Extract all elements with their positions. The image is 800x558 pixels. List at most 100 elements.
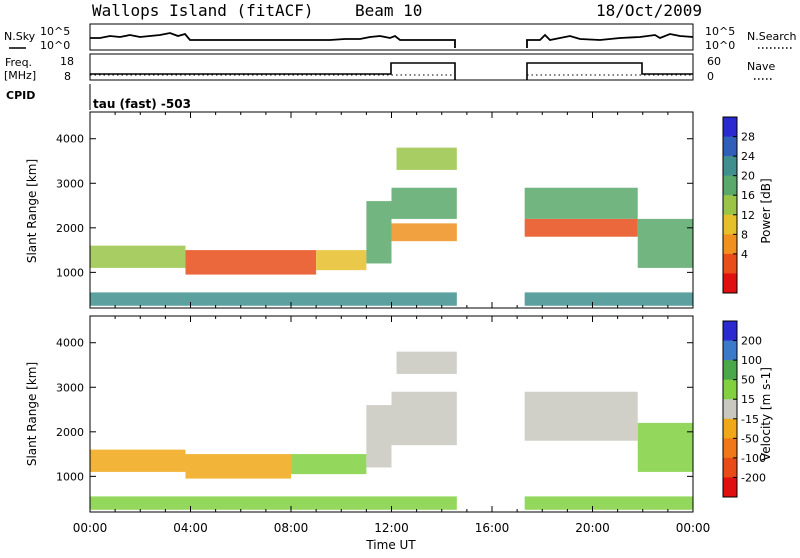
- velocity-region: [524, 496, 693, 510]
- colorbar-tick-label: 100: [741, 354, 762, 367]
- colorbar-tick-label: 24: [741, 150, 755, 163]
- date-title: 18/Oct/2009: [596, 1, 702, 20]
- nsky-trace: [90, 32, 456, 48]
- y-tick-label: 4000: [56, 133, 84, 146]
- power-colorbar-label: Power [dB]: [759, 178, 773, 243]
- colorbar-swatch: [723, 360, 737, 381]
- colorbar-swatch: [723, 273, 737, 294]
- velocity-region: [391, 391, 457, 446]
- x-tick-label: 12:00: [374, 521, 409, 535]
- nsky-label: N.Sky: [4, 30, 36, 43]
- noise-right-tick-low: 10^0: [705, 39, 735, 52]
- velocity-region: [637, 422, 693, 472]
- velocity-colorbar-label: Velocity [m s-1]: [759, 367, 773, 461]
- time-xlabel: Time UT: [365, 538, 416, 552]
- colorbar-swatch: [723, 340, 737, 361]
- y-tick-label: 3000: [56, 177, 84, 190]
- power-region: [524, 187, 638, 219]
- colorbar-swatch: [723, 457, 737, 478]
- freq-trace-late: [526, 62, 693, 80]
- colorbar-frame: [722, 320, 738, 498]
- colorbar-tick-label: -100: [741, 452, 766, 465]
- velocity-colorbar: 200 100 50 15 -15 -50 -100 -200: [722, 320, 766, 498]
- noise-right-tick-high: 10^5: [705, 25, 735, 38]
- power-region: [391, 187, 457, 219]
- freq-left-tick-high: 18: [60, 55, 74, 68]
- noise-left-tick-high: 10^5: [40, 25, 70, 38]
- colorbar-tick-label: 8: [741, 228, 748, 241]
- x-tick-label: 20:00: [575, 521, 610, 535]
- colorbar-swatch: [723, 438, 737, 459]
- power-region: [316, 250, 367, 271]
- colorbar-swatch: [723, 399, 737, 420]
- power-region: [90, 292, 457, 306]
- power-region: [396, 147, 457, 170]
- power-region: [524, 292, 693, 306]
- colorbar-tick-label: 15: [741, 393, 755, 406]
- velocity-x-ticks: 00:00 04:00 08:00 12:00 16:00 20:00 00:00: [73, 316, 711, 535]
- beam-title: Beam 10: [355, 1, 422, 20]
- noise-left-tick-low: 10^0: [40, 39, 70, 52]
- velocity-region: [524, 391, 638, 441]
- power-colorbar: 28 24 20 16 12 8 4: [722, 116, 755, 294]
- colorbar-swatch: [723, 253, 737, 274]
- colorbar-swatch: [723, 477, 737, 498]
- nave-label: Nave: [747, 60, 775, 73]
- colorbar-tick-label: 50: [741, 374, 755, 387]
- power-region: [90, 245, 186, 268]
- colorbar-tick-label: 12: [741, 209, 755, 222]
- colorbar-tick-label: 4: [741, 248, 748, 261]
- y-tick-label: 4000: [56, 337, 84, 350]
- y-tick-label: 3000: [56, 381, 84, 394]
- colorbar-tick-label: 16: [741, 189, 755, 202]
- cpid-label: CPID: [6, 89, 35, 102]
- velocity-region: [366, 405, 392, 468]
- nsearch-label: N.Search: [747, 30, 797, 43]
- freq-trace: [90, 62, 456, 80]
- colorbar-tick-label: 200: [741, 335, 762, 348]
- power-x-ticks: [89, 112, 694, 308]
- x-tick-label: 16:00: [475, 521, 510, 535]
- power-ylabel: Slant Range [km]: [25, 159, 39, 263]
- power-y-ticks: 4000 3000 2000 1000: [56, 133, 693, 279]
- power-data-regions: [90, 147, 693, 306]
- nsky-trace-late: [526, 33, 694, 48]
- y-tick-label: 2000: [56, 426, 84, 439]
- x-tick-label: 00:00: [73, 521, 108, 535]
- velocity-region: [291, 454, 367, 475]
- y-tick-label: 2000: [56, 222, 84, 235]
- colorbar-swatch: [723, 234, 737, 255]
- freq-unit-label: [MHz]: [4, 69, 36, 82]
- freq-right-tick-high: 60: [707, 55, 721, 68]
- colorbar-swatch: [723, 379, 737, 400]
- velocity-y-ticks: 4000 3000 2000 1000: [56, 337, 693, 483]
- colorbar-swatch: [723, 321, 737, 342]
- y-tick-label: 1000: [56, 470, 84, 483]
- freq-label: Freq.: [5, 56, 32, 69]
- velocity-ylabel: Slant Range [km]: [25, 362, 39, 466]
- power-region: [391, 223, 457, 242]
- x-tick-label: 04:00: [173, 521, 208, 535]
- colorbar-tick-label: 20: [741, 170, 755, 183]
- colorbar-swatch: [723, 418, 737, 439]
- freq-left-tick-low: 8: [64, 70, 71, 83]
- colorbar-swatch: [723, 214, 737, 235]
- colorbar-swatch: [723, 136, 737, 157]
- x-tick-label: 08:00: [274, 521, 309, 535]
- freq-panel-frame: [89, 53, 694, 81]
- power-region: [637, 218, 693, 268]
- colorbar-swatch: [723, 175, 737, 196]
- velocity-region: [185, 454, 291, 479]
- colorbar-frame: [722, 116, 738, 294]
- velocity-region: [90, 496, 457, 510]
- colorbar-tick-label: -15: [741, 413, 759, 426]
- colorbar-swatch: [723, 195, 737, 216]
- site-title: Wallops Island (fitACF): [92, 1, 314, 20]
- colorbar-tick-label: -50: [741, 432, 759, 445]
- x-tick-label: 00:00: [676, 521, 711, 535]
- colorbar-tick-label: 28: [741, 131, 755, 144]
- colorbar-swatch: [723, 156, 737, 177]
- y-tick-label: 1000: [56, 266, 84, 279]
